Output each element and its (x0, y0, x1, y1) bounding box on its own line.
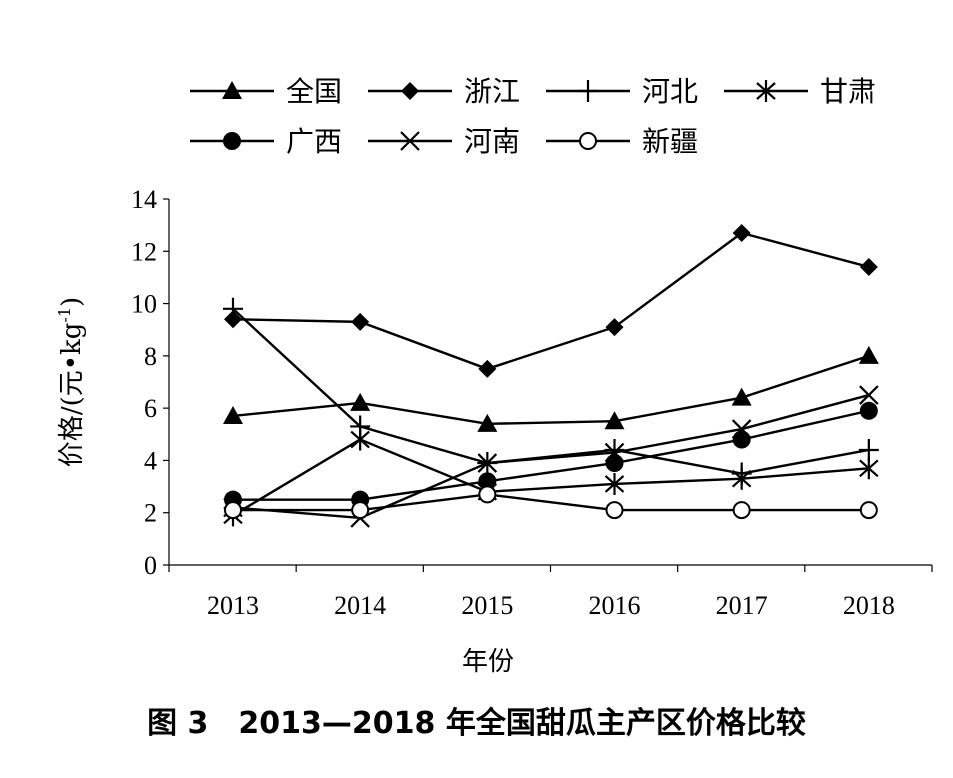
y-tick-label: 0 (144, 551, 157, 580)
data-point (859, 457, 879, 480)
legend-marker (578, 80, 598, 102)
data-point (604, 442, 625, 463)
legend-label: 浙江 (464, 75, 520, 108)
data-point (732, 430, 751, 449)
x-ticks: 2013 2014 2015 2016 2017 2018 (168, 565, 933, 620)
series-1 (224, 223, 878, 378)
series-line (232, 393, 870, 520)
x-tick-label: 2014 (334, 591, 386, 620)
data-point (605, 318, 624, 337)
y-ticks: 0 2 4 6 8 10 12 14 (131, 185, 169, 580)
data-point (732, 223, 751, 242)
data-point (859, 501, 878, 520)
legend-marker (401, 82, 419, 100)
x-tick-label: 2016 (589, 591, 641, 620)
series-0 (223, 345, 879, 432)
data-point (731, 387, 752, 406)
data-point (477, 413, 498, 432)
data-point (350, 428, 370, 451)
data-point (605, 454, 624, 473)
data-point (858, 345, 879, 364)
series-line (232, 438, 869, 517)
legend-marker (579, 132, 597, 150)
y-axis-title-superscript: -1 (55, 307, 74, 323)
data-point (478, 485, 497, 504)
series-line (233, 409, 870, 501)
data-point (604, 411, 625, 430)
series-line (232, 307, 870, 475)
series-3 (223, 428, 879, 527)
legend-item: 河南 (368, 125, 520, 158)
legend-item: 浙江 (368, 75, 520, 108)
data-point (477, 453, 498, 473)
legend-item: 河北 (546, 75, 698, 108)
x-tick-label: 2017 (716, 591, 768, 620)
x-axis-title: 年份 (462, 647, 514, 677)
legend-item: 广西 (190, 125, 342, 158)
y-axis-title-close: ) (57, 297, 87, 307)
data-point (478, 359, 497, 378)
x-tick-label: 2018 (843, 591, 895, 620)
y-tick-label: 2 (144, 499, 157, 528)
series-6 (224, 485, 878, 520)
data-point (351, 501, 370, 520)
figure-caption: 图 3 2013—2018 年全国甜瓜主产区价格比较 (147, 706, 806, 741)
legend-label: 全国 (286, 75, 342, 108)
legend-item: 全国 (190, 75, 342, 108)
legend-label: 甘肃 (820, 75, 876, 108)
series-line (232, 354, 870, 426)
plot-area (223, 223, 879, 528)
y-tick-label: 10 (131, 290, 157, 319)
data-point (859, 257, 878, 276)
legend-marker (222, 81, 242, 99)
data-point (731, 419, 752, 439)
x-tick-label: 2013 (207, 591, 259, 620)
x-tick-label: 2015 (461, 591, 513, 620)
data-point (731, 467, 752, 490)
legend-item: 新疆 (546, 125, 698, 158)
data-point (604, 472, 625, 495)
series-line (233, 493, 869, 512)
legend-item: 甘肃 (724, 75, 876, 108)
y-tick-label: 12 (131, 237, 157, 266)
data-point (351, 312, 370, 331)
series-line (232, 231, 870, 371)
data-point (478, 472, 497, 491)
data-point (859, 385, 879, 405)
legend-label: 广西 (286, 125, 342, 158)
legend-label: 新疆 (642, 125, 698, 158)
legend-marker (756, 80, 776, 102)
legend-marker (400, 131, 420, 151)
legend-label: 河北 (642, 75, 698, 108)
data-point (224, 501, 242, 520)
y-tick-label: 8 (144, 342, 157, 371)
series-2 (223, 297, 879, 485)
series-5 (223, 385, 879, 528)
legend-label: 河南 (464, 125, 520, 158)
data-point (223, 405, 243, 424)
data-point (223, 297, 243, 320)
y-tick-label: 6 (144, 394, 157, 423)
data-point (732, 501, 751, 520)
data-point (859, 401, 878, 420)
data-point (350, 392, 371, 411)
y-tick-label: 4 (144, 446, 157, 475)
legend-marker (223, 132, 241, 150)
y-axis-title: 价格/(元•kg-1) (55, 297, 87, 467)
data-point (605, 501, 624, 520)
y-tick-label: 14 (131, 185, 157, 214)
y-axis-title-main: 价格/(元•kg (57, 323, 87, 468)
